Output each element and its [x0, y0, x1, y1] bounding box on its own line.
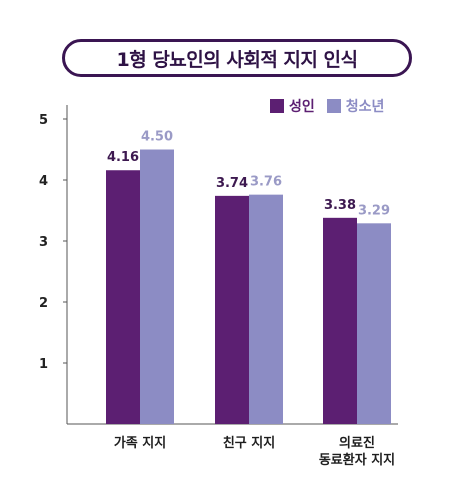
x-tick-label: 가족 지지	[80, 435, 200, 452]
y-tick-label: 1	[39, 357, 48, 372]
data-label: 3.38	[324, 198, 356, 213]
data-label: 3.74	[216, 176, 248, 191]
bar	[323, 217, 357, 424]
x-tick-label-line: 의료진	[339, 436, 375, 451]
legend-swatch-adult	[270, 99, 284, 113]
y-tick-label: 3	[39, 235, 48, 250]
bar	[140, 149, 174, 424]
x-tick-label-line: 가족 지지	[113, 436, 167, 451]
bar	[357, 223, 391, 424]
legend-label-youth: 청소년	[345, 99, 385, 115]
legend-item-adult: 성인	[270, 96, 315, 116]
bar	[106, 170, 140, 424]
bar	[215, 195, 249, 424]
data-label: 4.50	[141, 130, 173, 145]
x-tick-label-line: 동료환자 지지	[318, 453, 396, 468]
x-tick-label-line: 친구 지지	[222, 436, 276, 451]
data-label: 3.76	[250, 175, 282, 190]
chart-title: 1형 당뇨인의 사회적 지지 인식	[62, 39, 412, 77]
y-tick-label: 4	[39, 174, 48, 189]
x-tick-label: 친구 지지	[189, 435, 309, 452]
legend: 성인 청소년	[270, 96, 384, 116]
bar	[249, 194, 283, 424]
y-tick-label: 5	[39, 113, 48, 128]
legend-item-youth: 청소년	[326, 96, 385, 116]
data-label: 3.29	[358, 203, 390, 218]
data-label: 4.16	[107, 150, 139, 165]
y-tick-label: 2	[39, 296, 48, 311]
legend-label-adult: 성인	[289, 99, 315, 115]
legend-swatch-youth	[326, 99, 341, 113]
